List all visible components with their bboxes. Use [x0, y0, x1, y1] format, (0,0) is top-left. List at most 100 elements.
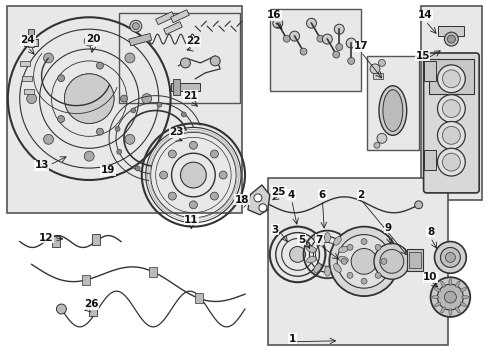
Bar — [438, 26, 463, 36]
Circle shape — [346, 244, 352, 250]
Circle shape — [125, 134, 135, 144]
Text: 6: 6 — [318, 190, 325, 200]
Circle shape — [442, 126, 459, 144]
Ellipse shape — [433, 302, 440, 307]
Bar — [119, 13, 240, 103]
Circle shape — [56, 304, 66, 314]
Circle shape — [189, 201, 197, 209]
Ellipse shape — [455, 281, 459, 287]
Bar — [92, 234, 100, 246]
Circle shape — [373, 142, 379, 148]
Ellipse shape — [306, 246, 315, 252]
Circle shape — [58, 116, 64, 122]
Circle shape — [440, 247, 459, 267]
Circle shape — [322, 34, 332, 44]
Circle shape — [189, 141, 197, 149]
Text: 20: 20 — [86, 34, 100, 44]
Text: 5: 5 — [297, 234, 305, 244]
Circle shape — [135, 166, 140, 171]
Circle shape — [117, 149, 122, 154]
Circle shape — [43, 53, 53, 63]
Circle shape — [168, 150, 176, 158]
Text: 24: 24 — [20, 35, 35, 45]
FancyBboxPatch shape — [423, 53, 478, 193]
Circle shape — [376, 133, 386, 143]
Text: 21: 21 — [183, 91, 197, 101]
Circle shape — [373, 243, 409, 279]
Circle shape — [210, 192, 218, 200]
Bar — [267, 178, 447, 345]
Text: 18: 18 — [234, 195, 249, 205]
Circle shape — [346, 38, 355, 48]
Text: 13: 13 — [34, 160, 49, 170]
Circle shape — [130, 20, 142, 32]
Text: 11: 11 — [184, 215, 198, 225]
Circle shape — [360, 278, 366, 284]
Bar — [423, 61, 435, 81]
Circle shape — [43, 134, 53, 144]
Circle shape — [96, 62, 103, 69]
Circle shape — [210, 150, 218, 158]
Circle shape — [442, 70, 459, 88]
Circle shape — [283, 35, 289, 42]
Circle shape — [444, 32, 457, 46]
Circle shape — [442, 153, 459, 171]
Bar — [129, 33, 151, 46]
Ellipse shape — [461, 296, 468, 298]
Bar — [52, 235, 61, 247]
Ellipse shape — [448, 279, 451, 286]
Circle shape — [306, 18, 316, 28]
Circle shape — [84, 36, 94, 46]
Bar — [149, 267, 157, 277]
Bar — [21, 76, 32, 81]
Ellipse shape — [338, 246, 347, 253]
Circle shape — [258, 204, 266, 212]
Circle shape — [347, 58, 354, 64]
Bar — [269, 9, 360, 91]
Bar — [423, 150, 435, 170]
Ellipse shape — [440, 281, 444, 287]
Text: 17: 17 — [353, 41, 367, 51]
Ellipse shape — [459, 302, 466, 307]
Circle shape — [445, 252, 454, 262]
Bar — [89, 304, 97, 316]
Text: 4: 4 — [287, 190, 295, 200]
Circle shape — [300, 48, 306, 55]
Text: 12: 12 — [39, 233, 54, 243]
Circle shape — [429, 277, 469, 317]
Circle shape — [168, 192, 176, 200]
Text: 1: 1 — [288, 334, 296, 344]
Circle shape — [289, 31, 299, 41]
Bar — [20, 61, 30, 66]
Circle shape — [437, 284, 462, 310]
Circle shape — [335, 44, 342, 50]
Ellipse shape — [431, 296, 438, 298]
Circle shape — [316, 35, 323, 42]
Ellipse shape — [324, 233, 330, 243]
Circle shape — [120, 95, 127, 102]
Bar — [420, 6, 481, 200]
Circle shape — [157, 102, 162, 107]
Circle shape — [341, 258, 346, 264]
Polygon shape — [247, 185, 269, 215]
Text: 26: 26 — [84, 299, 98, 309]
Text: 15: 15 — [414, 51, 429, 61]
Circle shape — [360, 239, 366, 244]
Ellipse shape — [313, 237, 321, 245]
Circle shape — [131, 108, 136, 113]
Circle shape — [58, 75, 64, 82]
Circle shape — [350, 248, 376, 274]
Circle shape — [125, 53, 135, 63]
Ellipse shape — [378, 86, 406, 135]
Text: 16: 16 — [266, 10, 281, 20]
Circle shape — [332, 51, 339, 58]
Circle shape — [434, 242, 466, 273]
Circle shape — [219, 171, 226, 179]
Ellipse shape — [459, 288, 466, 292]
Circle shape — [437, 121, 464, 149]
Circle shape — [253, 194, 262, 202]
Text: 9: 9 — [384, 222, 391, 233]
Circle shape — [380, 258, 386, 264]
Ellipse shape — [324, 266, 330, 276]
Circle shape — [447, 35, 454, 43]
